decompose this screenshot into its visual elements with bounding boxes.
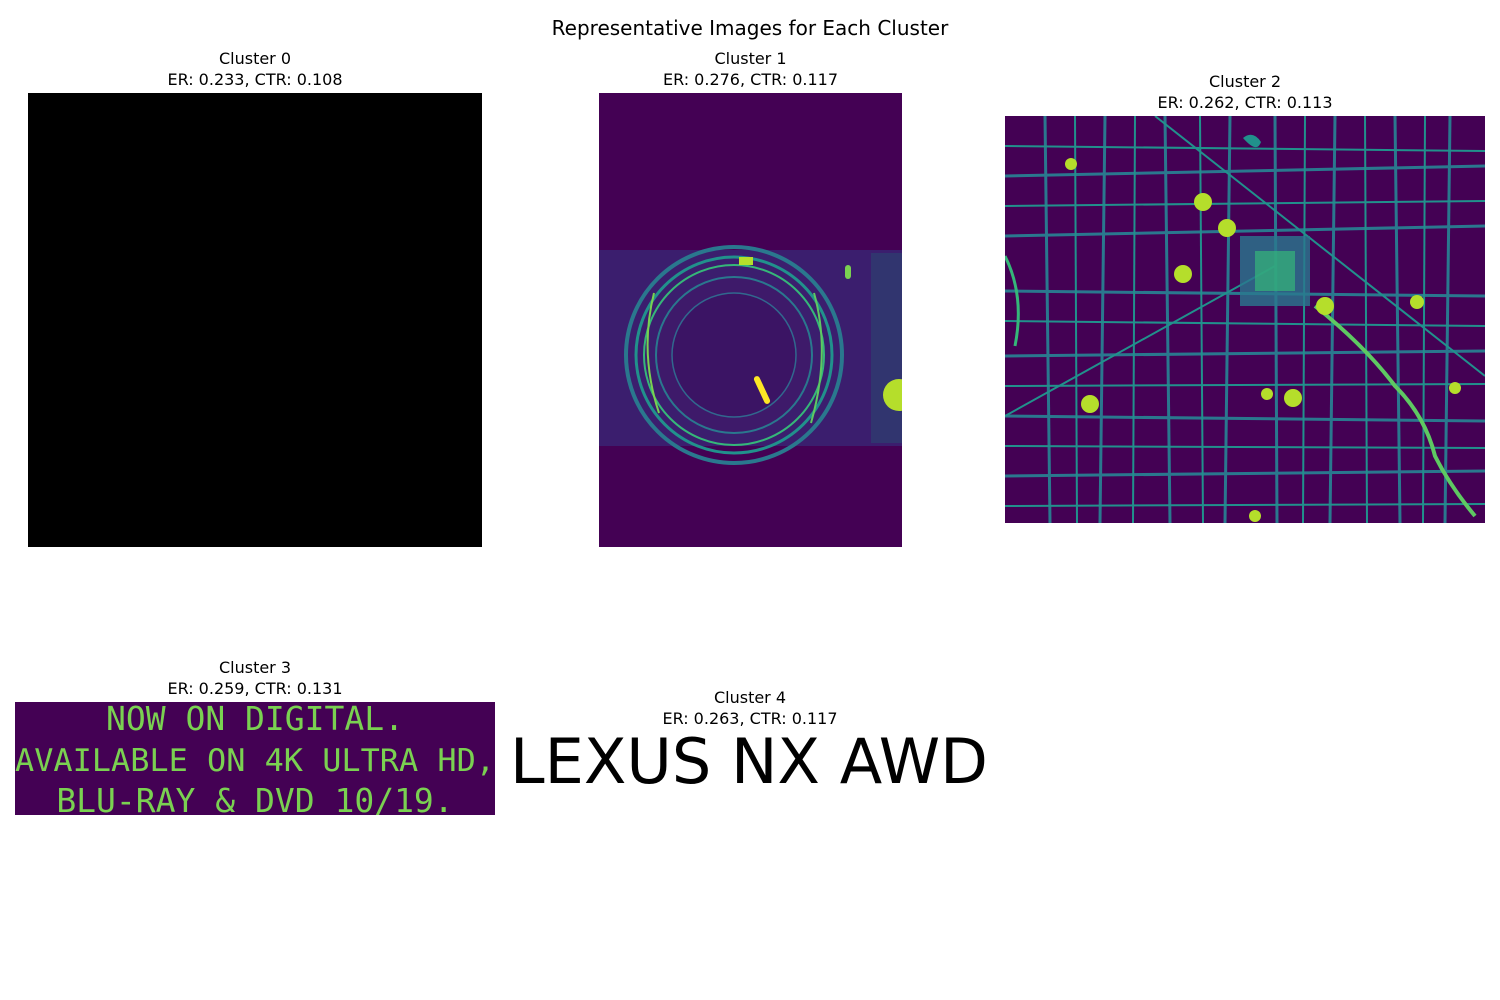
- banner-line-1: NOW ON DIGITAL.: [106, 702, 404, 738]
- cluster-2-title: Cluster 2 ER: 0.262, CTR: 0.113: [1005, 71, 1485, 113]
- cluster-4-metrics: ER: 0.263, CTR: 0.117: [662, 709, 838, 728]
- cluster-2-name: Cluster 2: [1208, 72, 1282, 91]
- banner-line-3: BLU-RAY & DVD 10/19.: [56, 781, 453, 815]
- cluster-1-metrics: ER: 0.276, CTR: 0.117: [662, 70, 839, 89]
- cluster-0-metrics: ER: 0.233, CTR: 0.108: [167, 70, 343, 89]
- cluster-0-title: Cluster 0 ER: 0.233, CTR: 0.108: [28, 48, 482, 90]
- text-banner-picture: NOW ON DIGITAL. AVAILABLE ON 4K ULTRA HD…: [15, 702, 495, 815]
- cluster-1-image: [599, 93, 902, 547]
- figure-title: Representative Images for Each Cluster: [551, 16, 949, 40]
- cluster-3-image: NOW ON DIGITAL. AVAILABLE ON 4K ULTRA HD…: [15, 702, 495, 815]
- cluster-4-image: LEXUS NX AWD: [510, 732, 990, 787]
- cluster-3-title: Cluster 3 ER: 0.259, CTR: 0.131: [15, 657, 495, 699]
- text-logo-picture: LEXUS NX AWD: [510, 732, 988, 787]
- cluster-0-name: Cluster 0: [218, 49, 292, 68]
- logo-text: LEXUS NX AWD: [510, 732, 988, 787]
- banner-line-2: AVAILABLE ON 4K ULTRA HD,: [15, 743, 495, 779]
- cluster-1-title: Cluster 1 ER: 0.276, CTR: 0.117: [599, 48, 902, 90]
- road-map-picture: [1005, 116, 1485, 523]
- cluster-0-image: [28, 93, 482, 547]
- cluster-3-name: Cluster 3: [218, 658, 292, 677]
- cluster-2-metrics: ER: 0.262, CTR: 0.113: [1157, 93, 1333, 112]
- cluster-2-image: [1005, 116, 1485, 523]
- cluster-4-title: Cluster 4 ER: 0.263, CTR: 0.117: [510, 687, 990, 729]
- cluster-4-name: Cluster 4: [713, 688, 787, 707]
- camera-lens-picture: [599, 245, 902, 465]
- cluster-3-metrics: ER: 0.259, CTR: 0.131: [167, 679, 343, 698]
- cluster-1-name: Cluster 1: [714, 49, 787, 68]
